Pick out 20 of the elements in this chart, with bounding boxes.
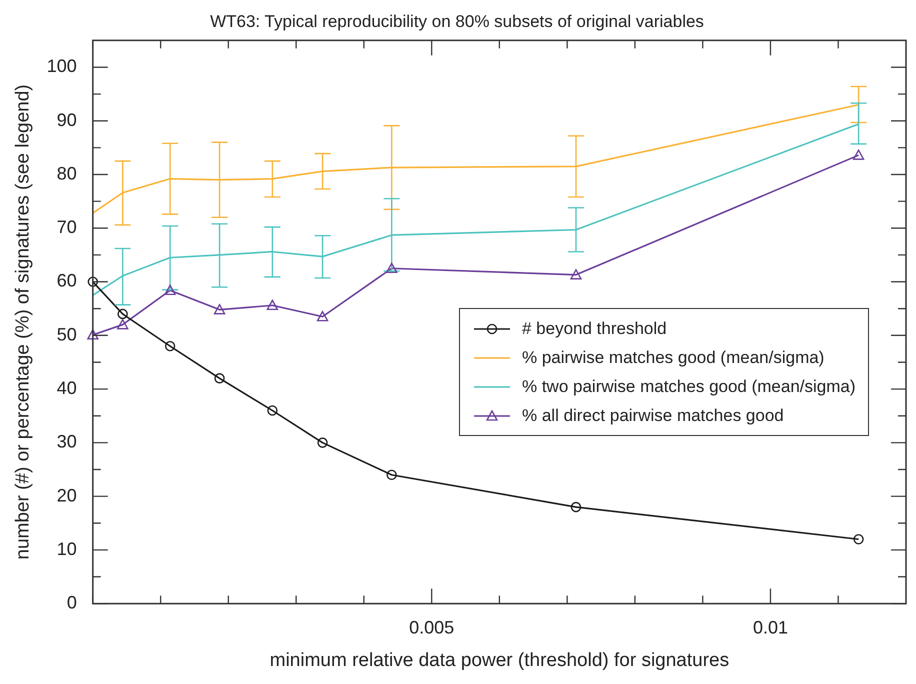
legend-label: # beyond threshold <box>522 318 667 338</box>
x-tick-label: 0.005 <box>409 617 454 638</box>
x-axis-title: minimum relative data power (threshold) for signatures <box>270 650 730 671</box>
legend-label: % pairwise matches good (mean/sigma) <box>522 348 824 368</box>
y-tick-label: 50 <box>56 324 77 344</box>
legend-label: % all direct pairwise matches good <box>522 406 784 426</box>
chart-title: WT63: Typical reproducibility on 80% subsets of original variables <box>210 12 704 31</box>
y-tick-label: 30 <box>56 432 77 452</box>
y-axis-title: number (#) or percentage (%) of signatures (see legend) <box>12 84 34 560</box>
y-tick-label: 70 <box>56 217 77 238</box>
y-tick-label: 80 <box>56 163 77 184</box>
y-tick-label: 100 <box>46 56 77 76</box>
legend-label: % two pairwise matches good (mean/sigma) <box>522 376 856 396</box>
y-tick-label: 10 <box>56 538 77 559</box>
x-tick-label: 0.01 <box>752 617 788 638</box>
y-tick-label: 20 <box>56 485 77 506</box>
y-tick-label: 60 <box>56 270 77 291</box>
y-tick-label: 40 <box>56 378 77 398</box>
y-tick-label: 90 <box>56 110 77 130</box>
y-tick-label: 0 <box>66 592 77 613</box>
